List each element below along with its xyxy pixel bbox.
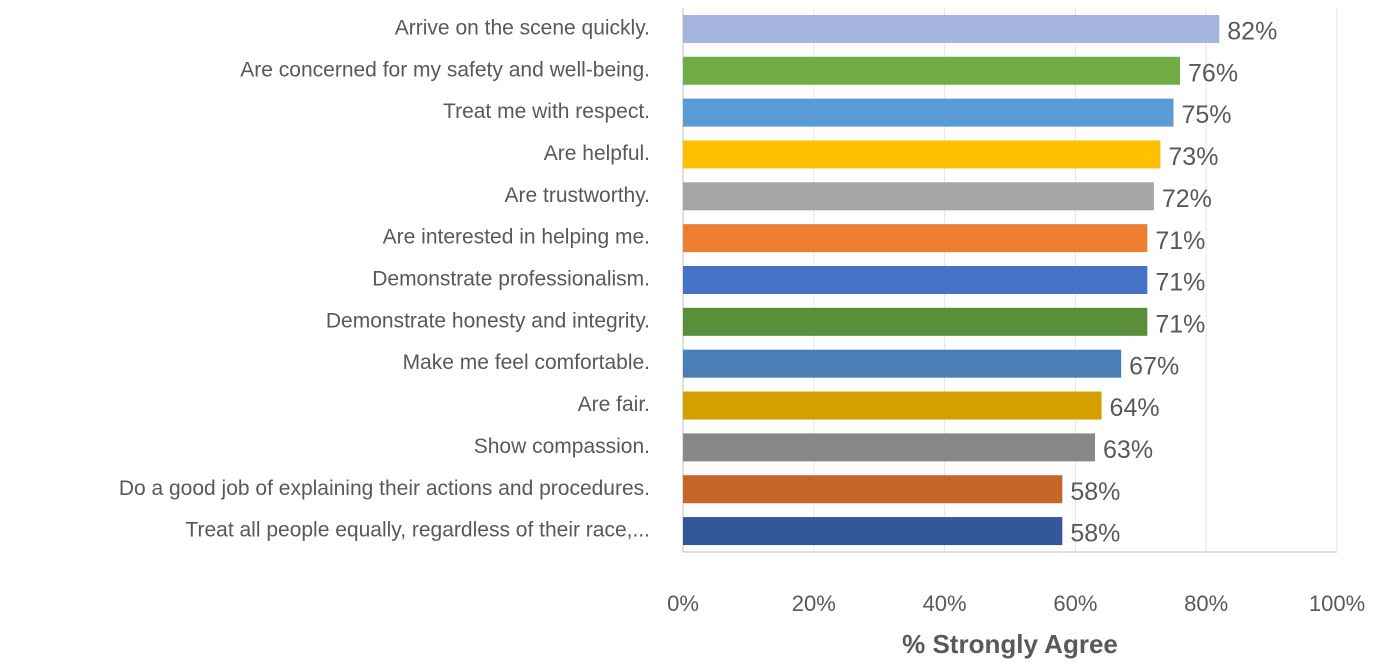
bar xyxy=(683,517,1063,546)
y-tick-label: Show compassion. xyxy=(474,435,650,458)
y-tick-label: Demonstrate honesty and integrity. xyxy=(326,309,650,332)
y-tick-label: Demonstrate professionalism. xyxy=(372,268,650,291)
data-label: 72% xyxy=(1162,185,1212,213)
bar xyxy=(683,14,1220,43)
x-tick-label: 40% xyxy=(923,591,967,616)
data-label: 67% xyxy=(1129,352,1179,380)
y-tick-label: Make me feel comfortable. xyxy=(403,351,650,374)
bar xyxy=(683,391,1102,420)
data-label: 64% xyxy=(1110,394,1160,422)
x-axis-title: % Strongly Agree xyxy=(902,629,1118,659)
y-tick-label: Are trustworthy. xyxy=(505,184,650,207)
bar xyxy=(683,266,1148,294)
bar xyxy=(683,98,1174,127)
bar xyxy=(683,140,1161,169)
y-tick-label: Are concerned for my safety and well-bei… xyxy=(240,58,650,81)
data-label: 58% xyxy=(1070,520,1120,548)
x-tick-label: 60% xyxy=(1053,591,1097,616)
data-label: 63% xyxy=(1103,436,1153,464)
bar xyxy=(683,307,1148,336)
x-tick-label: 20% xyxy=(792,591,836,616)
data-label: 71% xyxy=(1155,310,1205,338)
bar xyxy=(683,182,1154,211)
y-tick-label: Do a good job of explaining their action… xyxy=(119,477,650,500)
y-tick-label: Arrive on the scene quickly. xyxy=(395,16,650,39)
data-label: 73% xyxy=(1168,143,1218,171)
data-label: 58% xyxy=(1070,478,1120,506)
data-label: 71% xyxy=(1155,227,1205,255)
bar xyxy=(683,56,1181,85)
x-tick-label: 80% xyxy=(1184,591,1228,616)
bar xyxy=(683,475,1063,504)
y-tick-label: Are helpful. xyxy=(544,142,650,165)
y-tick-label: Are fair. xyxy=(578,393,650,416)
y-tick-label: Treat me with respect. xyxy=(443,100,650,123)
data-label: 76% xyxy=(1188,59,1238,87)
data-label: 82% xyxy=(1227,18,1277,46)
y-tick-label: Are interested in helping me. xyxy=(383,226,650,249)
bar xyxy=(683,349,1122,378)
y-tick-label: Treat all people equally, regardless of … xyxy=(185,519,650,542)
data-label: 75% xyxy=(1182,101,1232,129)
x-tick-label: 100% xyxy=(1309,591,1365,616)
x-tick-label: 0% xyxy=(667,591,699,616)
bar xyxy=(683,224,1148,253)
data-label: 71% xyxy=(1155,269,1205,297)
bar xyxy=(683,433,1096,462)
